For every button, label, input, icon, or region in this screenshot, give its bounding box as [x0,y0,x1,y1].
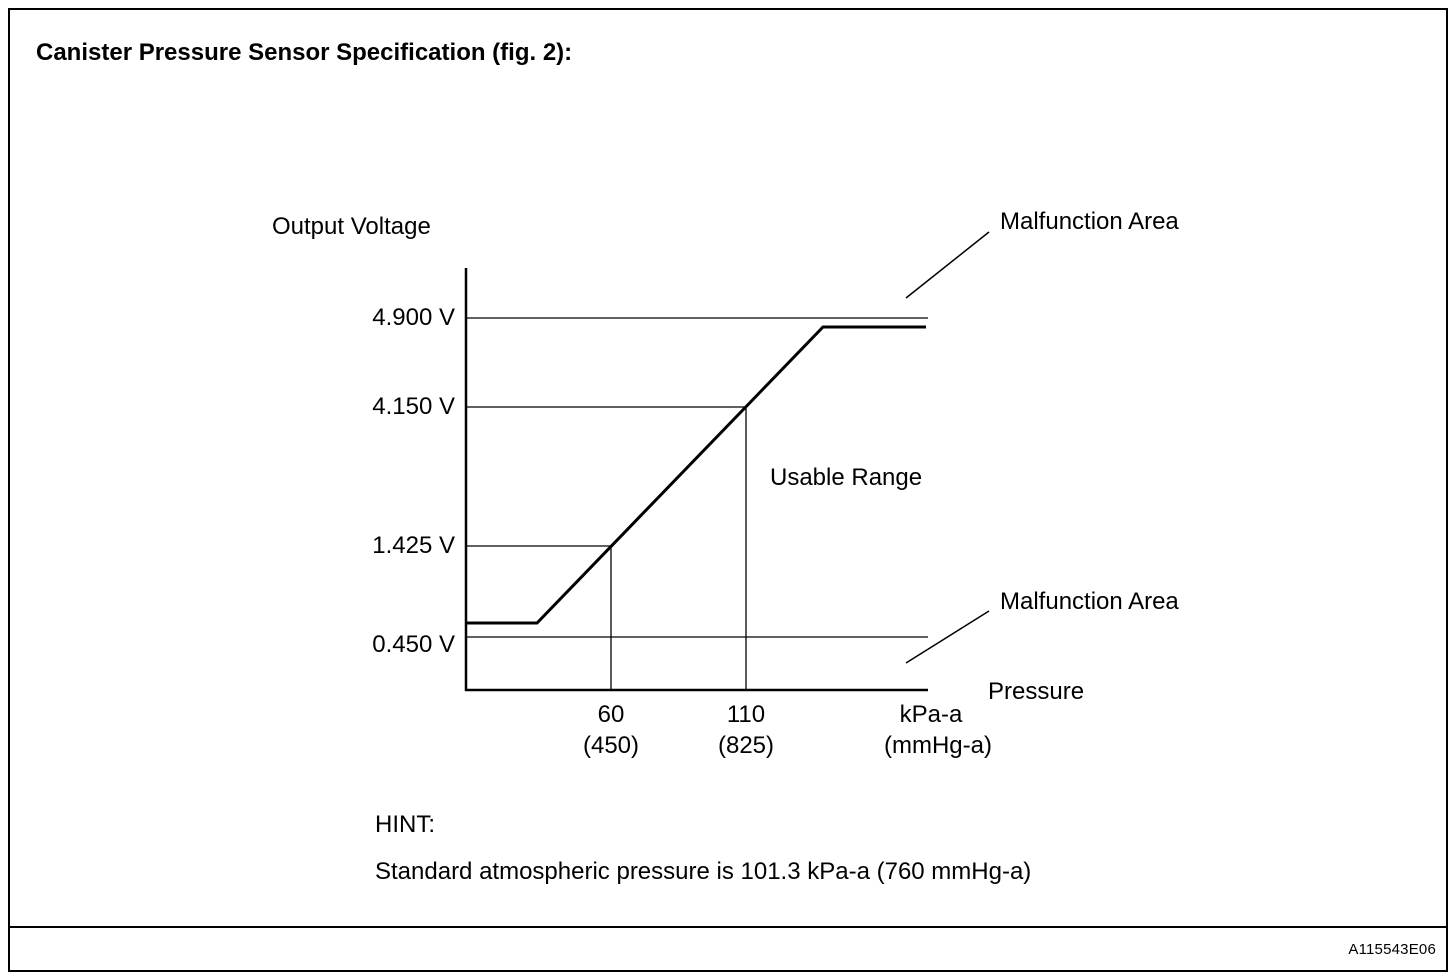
y-tick-label-1.425V: 1.425 V [372,532,455,559]
x-unit-label-kpa: kPa-a [899,701,963,728]
x-tick-label-110: 110 [726,701,766,728]
x-tick-label-825: (825) [717,732,775,759]
annotation-malfunction-area-top: Malfunction Area [1000,208,1179,235]
annotation-malfunction-area-bottom: Malfunction Area [1000,588,1179,615]
x-axis-title: Pressure [988,678,1085,705]
annotation-usable-range: Usable Range [770,464,923,491]
y-axis-title: Output Voltage [272,213,431,240]
y-tick-label-4.900V: 4.900 V [372,304,455,331]
page-title: Canister Pressure Sensor Specification (… [36,39,573,66]
y-tick-label-4.150V: 4.150 V [372,393,455,420]
x-tick-label-450: (450) [582,732,640,759]
x-tick-label-60: 60 [597,701,625,728]
x-unit-label-mmhg: (mmHg-a) [884,732,992,759]
figure-frame: A115543E06 [8,8,1448,972]
y-tick-label-0.450V: 0.450 V [372,631,455,658]
hint-label: HINT: [375,811,435,838]
figure-code: A115543E06 [1348,940,1436,958]
hint-text: Standard atmospheric pressure is 101.3 k… [375,858,1032,885]
figure-code-strip: A115543E06 [10,926,1446,970]
